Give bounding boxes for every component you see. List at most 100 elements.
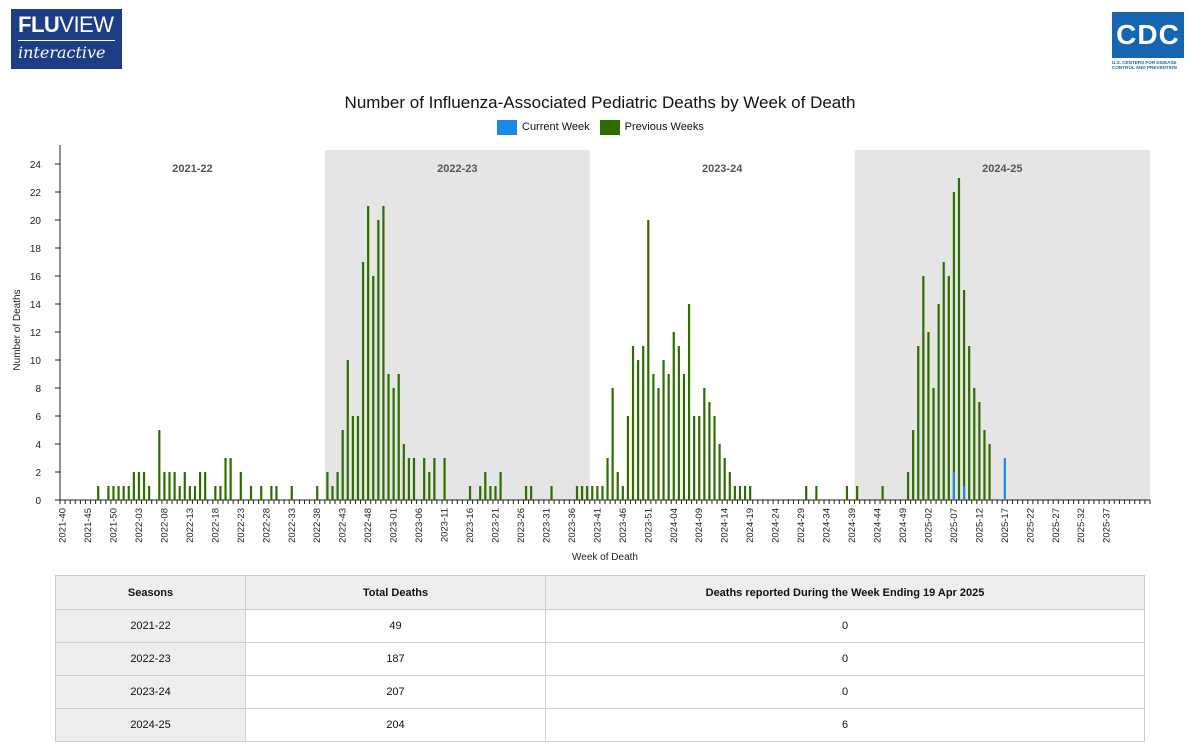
x-tick-label: 2025-32 [1076,508,1087,543]
bar-previous-week [489,486,492,500]
season-band-2024-25 [854,150,1150,500]
bar-previous-week [239,472,242,500]
bar-previous-week [957,178,961,500]
x-tick-label: 2022-13 [185,508,196,543]
x-tick-label: 2021-50 [109,508,120,543]
x-tick-label: 2024-49 [898,508,909,543]
fluview-logo-subtitle: interactive [18,43,106,62]
bar-previous-week [662,360,665,500]
bar-previous-week [947,276,950,500]
x-tick-label: 2023-31 [541,508,552,543]
x-tick-label: 2024-09 [694,508,705,543]
bar-previous-week [524,486,528,500]
bar-previous-week [331,486,334,500]
bar-previous-week [932,388,935,500]
bar-previous-week [468,486,472,500]
bar-previous-week [962,290,966,500]
bar-previous-week [423,458,426,500]
table-cell-total: 204 [245,708,546,742]
x-tick-label: 2023-16 [465,508,476,543]
x-tick-label: 2023-51 [643,508,654,543]
season-band-2022-23 [324,150,590,500]
bar-previous-week [912,430,915,500]
season-summary-table: Seasons Total Deaths Deaths reported Dur… [55,575,1145,742]
bar-previous-week [586,486,589,500]
bar-previous-week [224,458,227,500]
bar-previous-week [626,416,630,500]
legend-item-current-week[interactable]: Current Week [497,119,590,135]
y-tick-label: 22 [30,188,42,199]
legend-label-current-week: Current Week [522,121,590,133]
bar-previous-week [163,472,166,500]
bar-previous-week [392,388,395,500]
bar-previous-week [575,486,579,500]
cdc-logo[interactable]: CDC U.S. CENTERS FOR DISEASE CONTROL AND… [1112,12,1188,74]
bar-previous-week [988,444,991,500]
x-tick-label: 2025-02 [923,508,934,543]
bar-previous-week [703,388,706,500]
bar-previous-week [428,472,431,500]
bar-previous-week [917,346,920,500]
table-cell-week: 0 [545,609,1145,643]
x-tick-label: 2024-34 [822,508,833,543]
bar-previous-week [708,402,711,500]
bar-previous-week [616,472,619,500]
x-tick-label: 2021-40 [58,508,69,543]
season-label: 2024-25 [982,163,1022,175]
bar-previous-week [601,486,604,500]
y-tick-label: 0 [35,496,41,507]
bar-previous-week [881,486,884,500]
x-tick-label: 2022-28 [261,508,272,543]
y-tick-label: 14 [30,300,42,311]
table-cell-total: 207 [245,675,546,709]
y-tick-label: 12 [30,328,42,339]
table-row: 2024-25 204 6 [55,708,1145,742]
y-tick-label: 8 [35,384,41,395]
chart-title: Number of Influenza-Associated Pediatric… [344,93,856,112]
bar-previous-week [260,486,263,500]
x-tick-label: 2022-33 [287,508,298,543]
bar-current-week [952,472,955,500]
bar-previous-week [677,346,680,500]
y-tick-label: 2 [35,468,41,479]
x-tick-label: 2024-29 [796,508,807,543]
x-tick-label: 2021-45 [83,508,94,543]
legend-item-previous-weeks[interactable]: Previous Weeks [599,119,704,135]
table-row: 2022-23 187 0 [55,642,1145,676]
fluview-logo[interactable]: FLUVIEW interactive [11,9,122,69]
bar-previous-week [479,486,482,500]
season-label: 2023-24 [702,163,743,175]
x-tick-label: 2022-38 [312,508,323,543]
bar-previous-week [183,472,186,500]
bar-previous-week [112,486,115,500]
bar-previous-week [346,360,349,500]
bar-previous-week [942,262,945,500]
x-tick-label: 2022-18 [210,508,221,543]
cdc-logo-subtext: U.S. CENTERS FOR DISEASE CONTROL AND PRE… [1112,60,1177,70]
table-row: 2023-24 207 0 [55,675,1145,709]
x-tick-label: 2024-14 [720,508,731,543]
bar-previous-week [591,486,594,500]
bar-previous-week [596,486,599,500]
bar-previous-week [372,276,375,500]
bar-previous-week [168,472,171,500]
bar-previous-week [845,486,849,500]
bar-previous-week [316,486,319,500]
x-tick-label: 2024-44 [873,508,884,543]
bar-previous-week [499,472,502,500]
bar-previous-week [983,430,986,500]
bar-previous-week [642,346,645,500]
x-axis-title: Week of Death [572,552,638,563]
bar-previous-week [188,486,191,500]
bar-current-week [1003,458,1006,500]
x-tick-label: 2023-21 [491,508,502,543]
bar-current-week [962,486,966,500]
x-tick-label: 2024-24 [771,508,782,543]
bar-previous-week [723,458,726,500]
bar-previous-week [356,416,360,500]
bar-previous-week [856,486,859,500]
bar-previous-week [178,486,181,500]
bar-previous-week [204,472,207,500]
bar-previous-week [672,332,675,500]
bar-previous-week [743,486,747,500]
